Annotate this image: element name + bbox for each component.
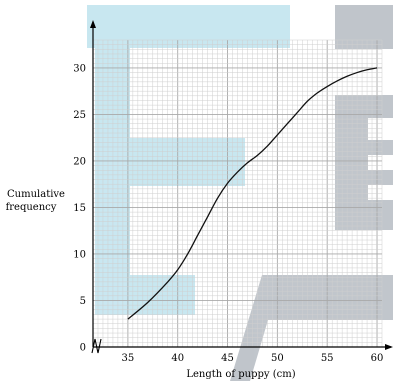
axes [90,20,393,354]
axis-break-mark [91,338,102,354]
cumulative-frequency-curve [127,67,378,320]
watermark-gray-slant [230,275,393,381]
watermark-blue-letter [95,40,195,315]
y-tick-label: 15 [73,203,86,214]
y-tick-label: 0 [80,343,86,354]
x-tick-label: 35 [122,353,135,364]
y-axis-label-line1: Cumulative [7,189,65,200]
x-tick-label: 60 [371,353,384,364]
y-tick-label: 25 [73,110,86,121]
data-series [127,67,378,320]
y-tick-label: 30 [73,63,86,74]
y-tick-label: 5 [80,296,86,307]
y-tick-label: 10 [73,249,86,260]
x-tick-label: 40 [171,353,184,364]
grid [92,39,383,348]
x-tick-label: 55 [321,353,334,364]
tick-labels: 35 40 45 50 55 60 0 5 10 15 20 25 30 [73,63,383,364]
x-axis-label: Length of puppy (cm) [186,369,295,380]
y-axis-arrow [90,20,96,28]
x-tick-label: 45 [221,353,234,364]
y-axis-label-line2: frequency [6,202,57,213]
watermark-gray-letter [335,95,393,230]
x-axis-arrow [385,344,393,350]
x-tick-label: 50 [271,353,284,364]
y-tick-label: 20 [73,156,86,167]
watermark-gray-top [335,5,393,49]
